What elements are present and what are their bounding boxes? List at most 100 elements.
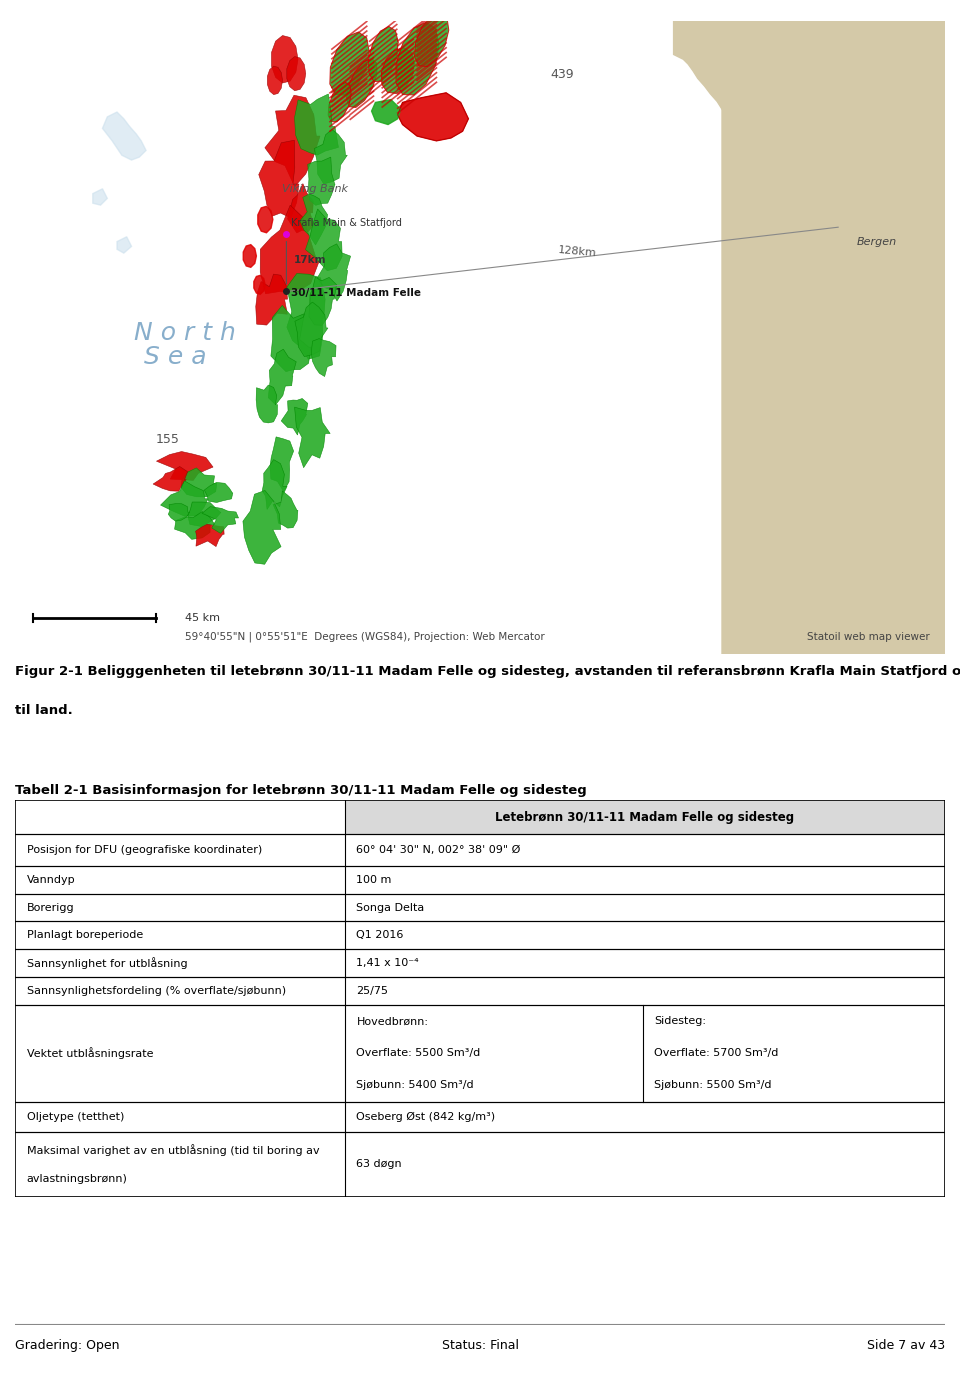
Polygon shape <box>309 277 337 326</box>
Text: 155: 155 <box>156 433 180 445</box>
Polygon shape <box>196 525 224 547</box>
Polygon shape <box>369 26 398 82</box>
Polygon shape <box>300 193 327 245</box>
Polygon shape <box>156 451 213 480</box>
Polygon shape <box>160 480 208 516</box>
Text: Status: Final: Status: Final <box>442 1339 518 1352</box>
Polygon shape <box>287 274 325 359</box>
Polygon shape <box>267 67 282 95</box>
Polygon shape <box>265 95 320 187</box>
Polygon shape <box>881 276 892 290</box>
Polygon shape <box>311 338 336 376</box>
Polygon shape <box>674 21 945 654</box>
Polygon shape <box>181 468 217 497</box>
Polygon shape <box>243 245 256 267</box>
Polygon shape <box>907 306 917 320</box>
Polygon shape <box>731 90 740 106</box>
Polygon shape <box>103 111 146 160</box>
Text: 45 km: 45 km <box>184 612 220 622</box>
Text: Side 7 av 43: Side 7 av 43 <box>867 1339 945 1352</box>
Polygon shape <box>328 82 351 122</box>
Text: 60° 04' 30" N, 002° 38' 09" Ø: 60° 04' 30" N, 002° 38' 09" Ø <box>356 845 520 855</box>
Text: Letebrønn 30/11-11 Madam Felle og sidesteg: Letebrønn 30/11-11 Madam Felle og sidest… <box>495 810 795 824</box>
Text: Tabell 2-1 Basisinformasjon for letebrønn 30/11-11 Madam Felle og sidesteg: Tabell 2-1 Basisinformasjon for letebrøn… <box>15 784 588 796</box>
Text: 128km: 128km <box>558 245 597 258</box>
Text: 1,41 x 10⁻⁴: 1,41 x 10⁻⁴ <box>356 958 419 967</box>
Polygon shape <box>856 245 866 259</box>
Polygon shape <box>318 244 350 301</box>
Polygon shape <box>718 75 728 90</box>
Polygon shape <box>253 276 265 294</box>
Text: Statoil web map viewer: Statoil web map viewer <box>807 632 930 642</box>
Polygon shape <box>693 45 703 60</box>
Polygon shape <box>381 47 415 93</box>
Polygon shape <box>768 136 779 152</box>
Text: Posisjon for DFU (geografiske koordinater): Posisjon for DFU (geografiske koordinate… <box>27 845 262 855</box>
Text: Vanndyp: Vanndyp <box>27 874 75 885</box>
Polygon shape <box>255 274 288 326</box>
Polygon shape <box>920 322 929 335</box>
Text: Sidesteg:: Sidesteg: <box>654 1016 706 1026</box>
Polygon shape <box>295 302 328 356</box>
Text: Planlagt boreperiode: Planlagt boreperiode <box>27 930 143 940</box>
Text: S e a: S e a <box>144 345 206 369</box>
Polygon shape <box>314 129 348 184</box>
Text: Overflate: 5700 Sm³/d: Overflate: 5700 Sm³/d <box>654 1048 779 1058</box>
Text: 30/11-11 Madam Felle: 30/11-11 Madam Felle <box>291 288 421 298</box>
Bar <box>346 800 945 834</box>
Polygon shape <box>869 260 878 274</box>
Text: avlastningsbrønn): avlastningsbrønn) <box>27 1173 128 1183</box>
Polygon shape <box>202 507 239 533</box>
Text: Sjøbunn: 5500 Sm³/d: Sjøbunn: 5500 Sm³/d <box>654 1080 771 1090</box>
Text: Q1 2016: Q1 2016 <box>356 930 404 940</box>
Polygon shape <box>262 459 287 509</box>
Text: Maksimal varighet av en utblåsning (tid til boring av: Maksimal varighet av en utblåsning (tid … <box>27 1144 319 1155</box>
Polygon shape <box>273 491 298 528</box>
Polygon shape <box>347 58 377 107</box>
Polygon shape <box>295 95 339 155</box>
Polygon shape <box>259 141 299 219</box>
Polygon shape <box>396 22 439 95</box>
Polygon shape <box>305 209 342 270</box>
Text: Hovedbrønn:: Hovedbrønn: <box>356 1016 428 1026</box>
Polygon shape <box>272 36 298 84</box>
Text: Vektet utblåsningsrate: Vektet utblåsningsrate <box>27 1047 153 1059</box>
Polygon shape <box>397 93 468 141</box>
Polygon shape <box>819 199 828 213</box>
Polygon shape <box>168 504 189 521</box>
Polygon shape <box>781 152 791 167</box>
Polygon shape <box>93 189 108 205</box>
Text: 59°40'55"N | 0°55'51"E  Degrees (WGS84), Projection: Web Mercator: 59°40'55"N | 0°55'51"E Degrees (WGS84), … <box>184 632 544 642</box>
Text: Oseberg Øst (842 kg/m³): Oseberg Øst (842 kg/m³) <box>356 1112 495 1122</box>
Polygon shape <box>271 305 311 372</box>
Polygon shape <box>308 157 335 206</box>
Text: Figur 2-1 Beligggenheten til letebrønn 30/11-11 Madam Felle og sidesteg, avstand: Figur 2-1 Beligggenheten til letebrønn 3… <box>15 665 960 678</box>
Polygon shape <box>415 13 449 67</box>
Text: Sjøbunn: 5400 Sm³/d: Sjøbunn: 5400 Sm³/d <box>356 1080 474 1090</box>
Text: Sannsynlighet for utblåsning: Sannsynlighet for utblåsning <box>27 958 187 969</box>
Polygon shape <box>722 21 945 654</box>
Polygon shape <box>287 57 305 90</box>
Polygon shape <box>831 214 841 228</box>
Polygon shape <box>153 466 187 491</box>
Polygon shape <box>706 60 715 75</box>
Text: 63 døgn: 63 døgn <box>356 1160 402 1169</box>
Text: N o r t h: N o r t h <box>133 320 236 345</box>
Text: 17km: 17km <box>294 255 326 264</box>
Text: Viking Bank: Viking Bank <box>282 184 348 193</box>
Text: 100 m: 100 m <box>356 874 392 885</box>
Text: 25/75: 25/75 <box>356 986 389 995</box>
Polygon shape <box>756 121 765 136</box>
Polygon shape <box>188 503 221 526</box>
Text: Sannsynlighetsfordeling (% overflate/sjøbunn): Sannsynlighetsfordeling (% overflate/sjø… <box>27 986 286 995</box>
Polygon shape <box>270 437 294 491</box>
Polygon shape <box>330 32 370 95</box>
Text: Borerigg: Borerigg <box>27 902 74 913</box>
Polygon shape <box>932 337 942 351</box>
Polygon shape <box>743 106 753 121</box>
Polygon shape <box>175 512 215 539</box>
Text: til land.: til land. <box>15 704 73 717</box>
Text: 439: 439 <box>550 68 574 82</box>
Text: Oljetype (tetthet): Oljetype (tetthet) <box>27 1112 124 1122</box>
Polygon shape <box>258 206 273 232</box>
